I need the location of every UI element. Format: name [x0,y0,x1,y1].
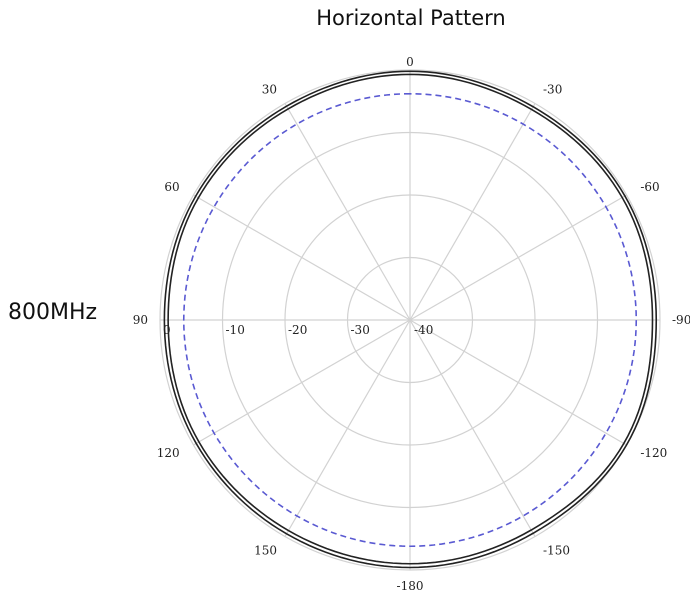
grid-spoke [409,319,536,537]
series-line-1 [167,73,654,565]
angle-tick-label: -120 [640,446,667,460]
grid-spoke [193,194,411,321]
angle-tick-label: 60 [164,180,179,194]
grid-spoke [284,319,411,537]
angle-tick-label: -150 [543,543,570,557]
ring-labels: 0 -10 -20 -30 -40 [163,323,433,337]
angle-tick-label: 90 [133,313,148,327]
series-layer [163,70,658,569]
series-line-3 [182,92,638,548]
grid-spoke [409,194,627,321]
angle-tick-label: -180 [397,579,424,593]
ring-label: 0 [163,323,171,337]
angle-tick-label: -60 [640,180,659,194]
angle-tick-label: 150 [254,543,277,557]
angle-tick-label: 120 [157,446,180,460]
angle-tick-label: 0 [406,55,414,69]
chart-title: Horizontal Pattern [316,6,506,30]
ring-label: -40 [414,323,433,337]
angle-tick-label: -90 [672,313,690,327]
series-line-2 [163,70,658,569]
grid-spoke [409,319,627,446]
ring-label: -30 [351,323,370,337]
grid-spoke [193,319,411,446]
angle-labels: 0 -30 -60 -90 -120 -150 -180 150 120 90 60 30 [133,55,690,593]
ring-label: -10 [226,323,245,337]
angle-tick-label: 30 [262,83,277,97]
grid-spoke [284,103,411,321]
angle-tick-label: -30 [543,83,562,97]
frequency-label: 800MHz [8,300,98,325]
ring-label: -20 [288,323,307,337]
grid-spokes [160,70,660,570]
grid-spoke [409,103,536,321]
